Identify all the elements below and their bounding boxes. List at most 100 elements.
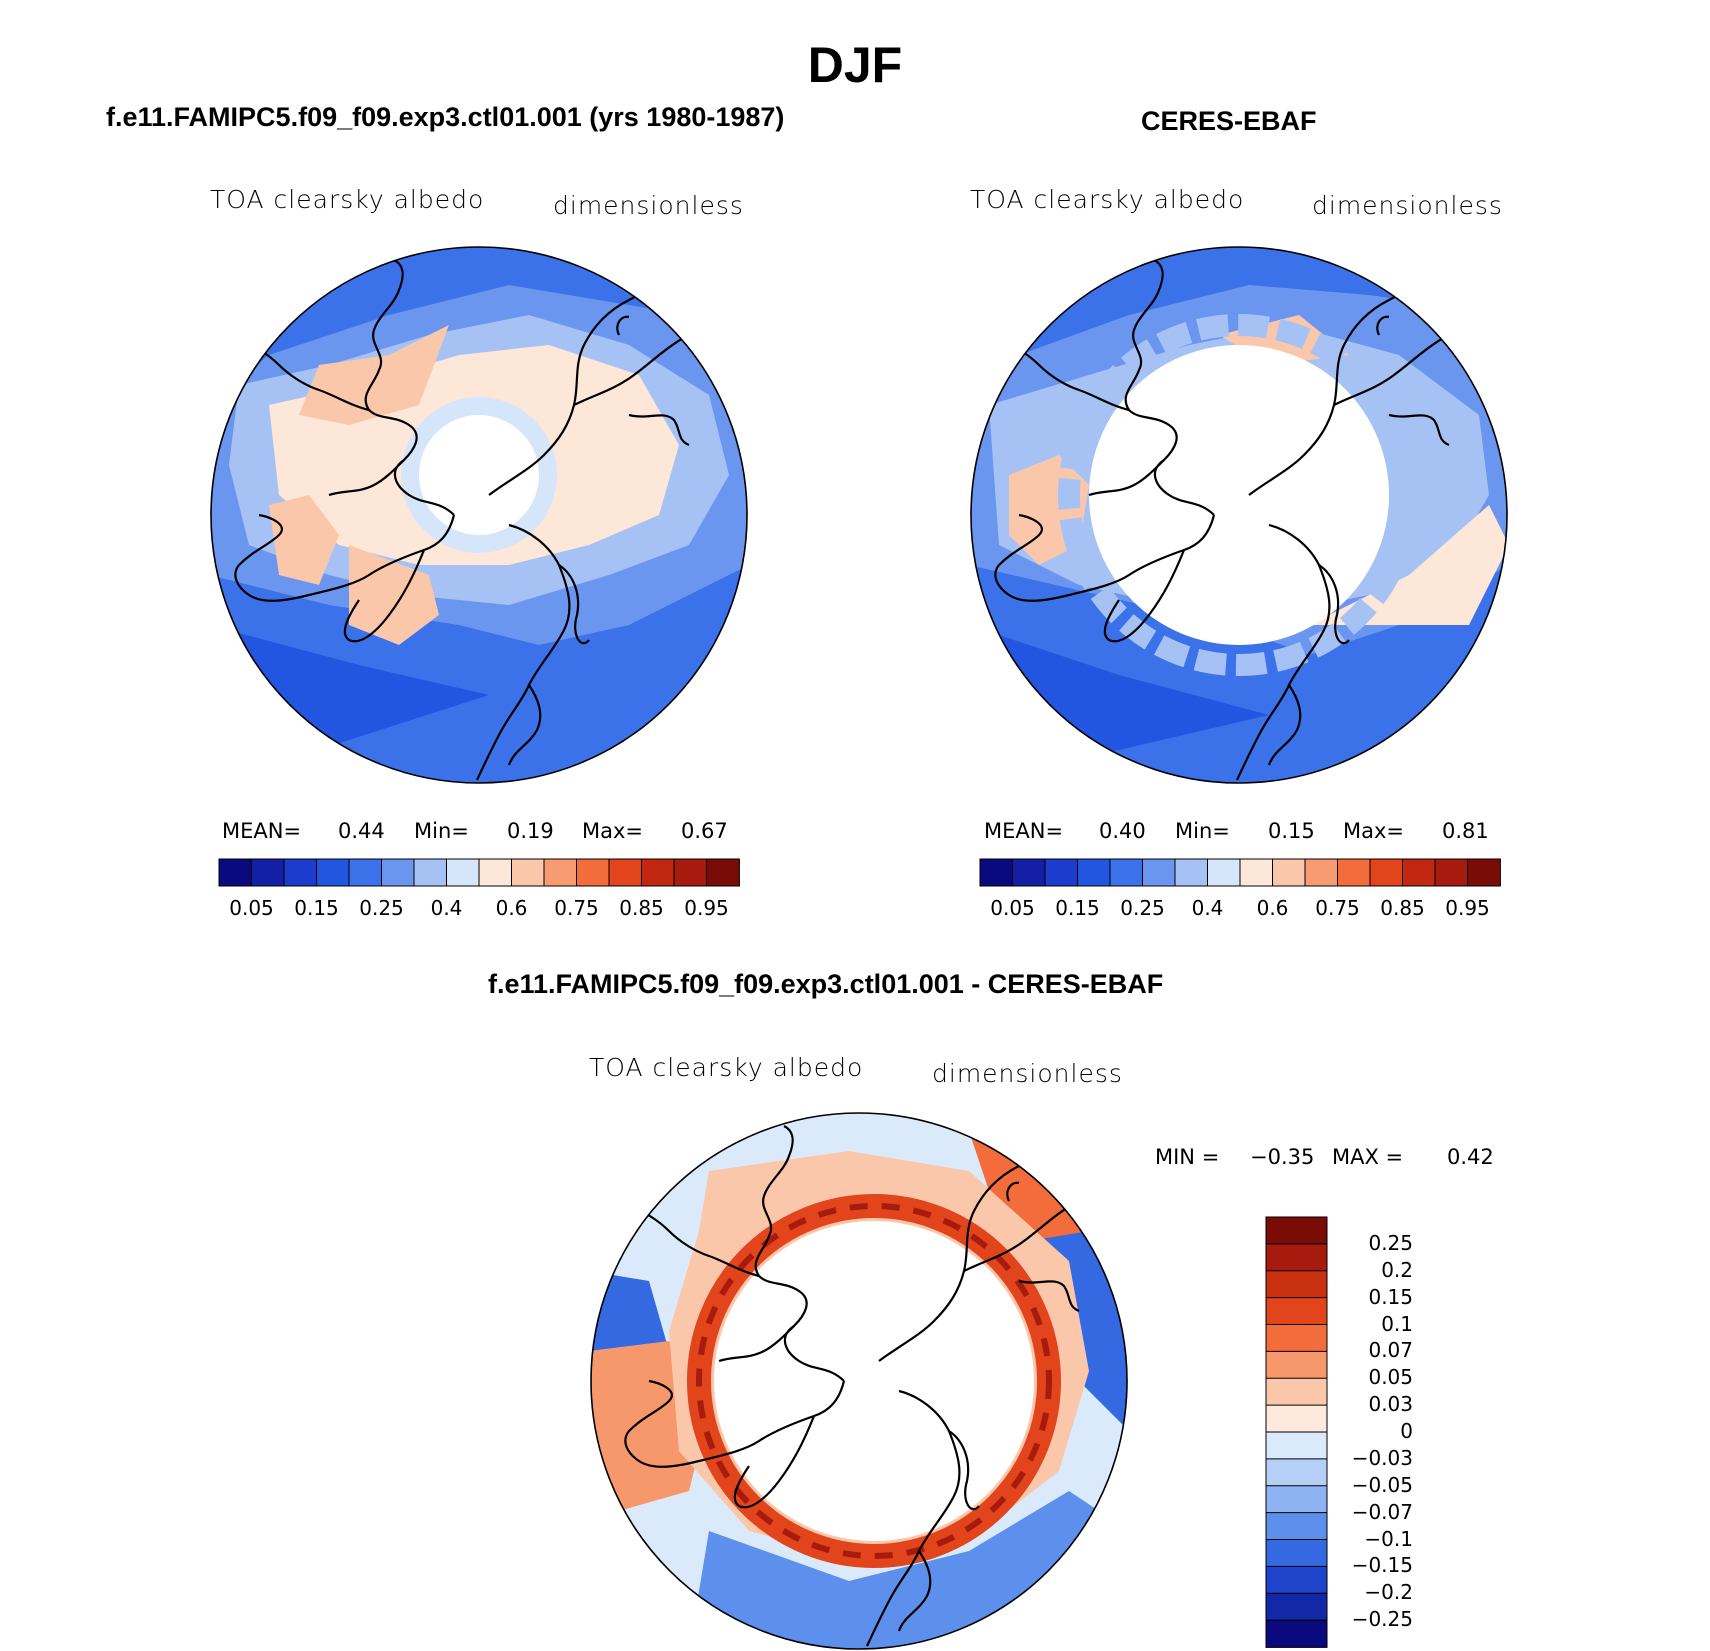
coastline [1103, 549, 1186, 643]
colorbar-swatch [543, 858, 578, 887]
coastline [1236, 523, 1331, 781]
colorbar-swatch [1265, 1431, 1328, 1460]
colorbar-tick-label: 0.25 [1368, 1230, 1413, 1255]
coastline [558, 564, 590, 645]
colorbar-swatch [1265, 1512, 1328, 1541]
obs-panel-title: CERES-EBAF [1141, 106, 1317, 136]
colorbar-tick-label: 0.4 [1191, 896, 1224, 920]
obs-max-value: 0.81 [1442, 819, 1489, 843]
coastline [866, 1389, 961, 1647]
diff-panel-title: f.e11.FAMIPC5.f09_f09.exp3.ctl01.001 - C… [488, 969, 1164, 999]
diff-min-label: MIN = [1155, 1145, 1220, 1169]
colorbar-swatch [446, 858, 480, 887]
coastline [1267, 684, 1302, 766]
colorbar-swatch [641, 858, 675, 887]
obs-mean-label: MEAN= [984, 819, 1064, 843]
diff-units-label: dimensionless [932, 1059, 1123, 1088]
diff-variable-label: TOA clearsky albedo [589, 1053, 864, 1082]
coastline [507, 684, 542, 766]
colorbar-tick-label: 0.15 [1055, 896, 1100, 920]
coastline [1318, 564, 1350, 645]
colorbar-swatch [1012, 858, 1046, 887]
colorbar-tick-label: −0.2 [1364, 1580, 1413, 1605]
colorbar-swatch [1265, 1485, 1328, 1514]
colorbar-tick-label: 0.6 [495, 896, 528, 920]
coastline [733, 1415, 816, 1509]
colorbar-swatch [1337, 858, 1371, 887]
model-polar-map [210, 246, 748, 784]
colorbar-tick-label: 0.75 [554, 896, 599, 920]
missing-data-cap [1089, 345, 1389, 645]
colorbar-swatch [1265, 1539, 1328, 1568]
colorbar-tick-label: 0.2 [1381, 1257, 1413, 1282]
model-variable-label: TOA clearsky albedo [210, 185, 485, 214]
coastlines [994, 259, 1450, 781]
coastlines [234, 259, 690, 781]
missing-data-cap [419, 415, 539, 535]
colorbar-swatch [1265, 1377, 1328, 1407]
colorbar-tick-label: 0 [1400, 1419, 1413, 1443]
colorbar-tick-label: 0.6 [1256, 896, 1289, 920]
colorbar-tick-label: −0.03 [1351, 1445, 1413, 1470]
colorbar-swatch [1265, 1404, 1328, 1433]
coastline [616, 315, 630, 336]
field-region [269, 495, 339, 585]
diff-polar-map [590, 1112, 1128, 1650]
coastline [1376, 315, 1390, 336]
model-colorbar [218, 858, 740, 887]
obs-max-label: Max= [1343, 819, 1405, 843]
colorbar-swatch [1265, 1565, 1328, 1595]
colorbar-tick-label: 0.95 [684, 896, 729, 920]
colorbar-swatch [316, 858, 350, 887]
diff-min-value: −0.35 [1250, 1145, 1315, 1169]
colorbar-swatch [1265, 1297, 1328, 1326]
colorbar-tick-label: 0.15 [1368, 1284, 1413, 1309]
model-units-label: dimensionless [553, 191, 744, 220]
model-min-label: Min= [414, 819, 469, 843]
coastline [718, 1325, 795, 1363]
colorbar-swatch [1467, 858, 1501, 887]
colorbar-swatch [1304, 858, 1339, 887]
colorbar-swatch [478, 858, 513, 887]
coastline [628, 413, 690, 447]
model-panel-title: f.e11.FAMIPC5.f09_f09.exp3.ctl01.001 (yr… [106, 102, 785, 132]
colorbar-swatch [1265, 1243, 1328, 1272]
obs-min-label: Min= [1175, 819, 1230, 843]
colorbar-tick-label: −0.05 [1351, 1472, 1413, 1497]
field-region [1309, 505, 1507, 625]
colorbar-swatch [381, 858, 415, 887]
colorbar-swatch [511, 858, 545, 887]
coastline [1088, 459, 1165, 497]
colorbar-swatch [608, 858, 643, 887]
colorbar-tick-label: 0.75 [1315, 896, 1360, 920]
colorbar-swatch [1174, 858, 1209, 887]
colorbar-tick-label: 0.05 [990, 896, 1035, 920]
coastline [488, 264, 680, 496]
field-region [349, 545, 439, 645]
colorbar-swatch [576, 858, 610, 887]
coastline [1018, 1279, 1080, 1313]
coastline [343, 549, 426, 643]
coastline [234, 513, 456, 602]
colorbar-swatch [1142, 858, 1176, 887]
model-max-value: 0.67 [681, 819, 728, 843]
coastline [897, 1550, 932, 1632]
colorbar-tick-label: 0.05 [229, 896, 274, 920]
obs-min-value: 0.15 [1268, 819, 1315, 843]
colorbar-swatch [1402, 858, 1436, 887]
colorbar-tick-label: 0.85 [1380, 896, 1425, 920]
map-border [210, 246, 748, 784]
coastlines [624, 1125, 1080, 1647]
colorbar-swatch [1265, 1216, 1328, 1245]
coastline [624, 1379, 846, 1468]
coastline [963, 1200, 1080, 1272]
colorbar-swatch [1265, 1270, 1328, 1299]
colorbar-swatch [1434, 858, 1469, 887]
colorbar-swatch [348, 858, 383, 887]
obs-mean-value: 0.40 [1099, 819, 1146, 843]
coastline [948, 1430, 980, 1511]
colorbar-tick-label: 0.95 [1445, 896, 1490, 920]
missing-data-cap [714, 1221, 1034, 1541]
colorbar-swatch [283, 858, 318, 887]
colorbar-swatch [1265, 1592, 1328, 1622]
